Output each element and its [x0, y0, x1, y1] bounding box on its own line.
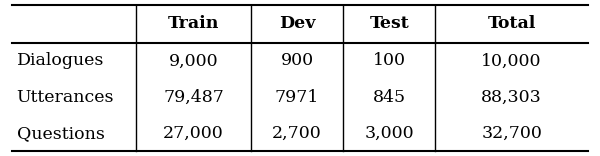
- Text: 32,700: 32,700: [481, 125, 542, 142]
- Text: 88,303: 88,303: [481, 89, 542, 106]
- Text: 2,700: 2,700: [272, 125, 322, 142]
- Text: 100: 100: [373, 52, 406, 69]
- Text: Total: Total: [487, 15, 536, 32]
- Text: 27,000: 27,000: [163, 125, 224, 142]
- Text: Questions: Questions: [17, 125, 104, 142]
- Text: Dev: Dev: [279, 15, 316, 32]
- Text: Train: Train: [168, 15, 219, 32]
- Text: 9,000: 9,000: [169, 52, 218, 69]
- Text: 79,487: 79,487: [163, 89, 224, 106]
- Text: 7971: 7971: [275, 89, 319, 106]
- Text: 10,000: 10,000: [481, 52, 542, 69]
- Text: Test: Test: [370, 15, 409, 32]
- Text: 3,000: 3,000: [364, 125, 414, 142]
- Text: 900: 900: [281, 52, 314, 69]
- Text: Utterances: Utterances: [17, 89, 114, 106]
- Text: 845: 845: [373, 89, 406, 106]
- Text: Dialogues: Dialogues: [17, 52, 104, 69]
